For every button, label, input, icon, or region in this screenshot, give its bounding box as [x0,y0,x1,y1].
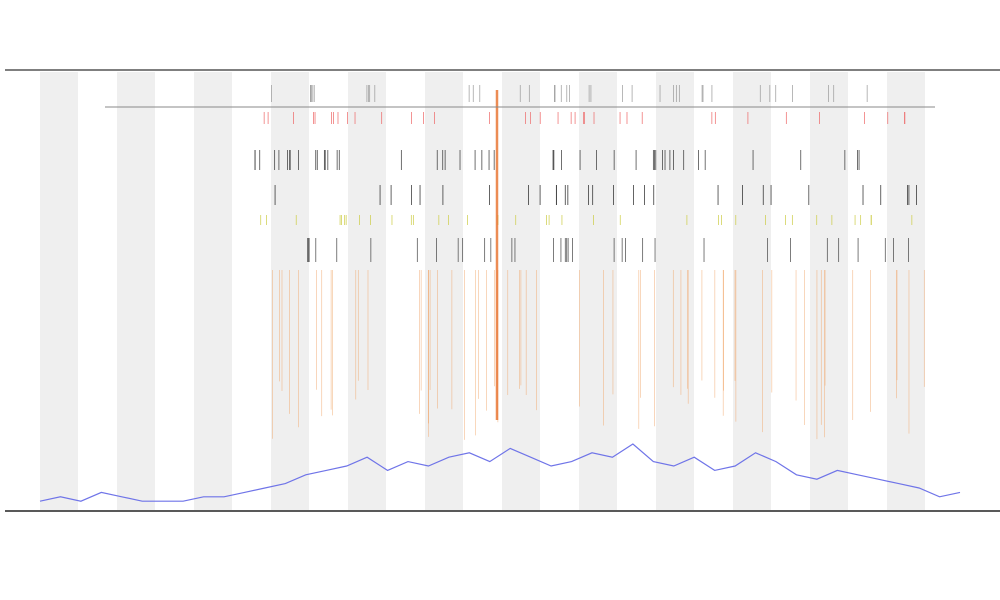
band [425,72,463,510]
band [348,72,386,510]
band [40,72,78,510]
background-bands [40,72,925,510]
band [579,72,617,510]
tracks [254,85,925,440]
band [887,72,925,510]
data-line [39,443,961,502]
band [194,72,232,510]
band [117,72,155,510]
band [810,72,848,510]
band [271,72,309,510]
band [733,72,771,510]
